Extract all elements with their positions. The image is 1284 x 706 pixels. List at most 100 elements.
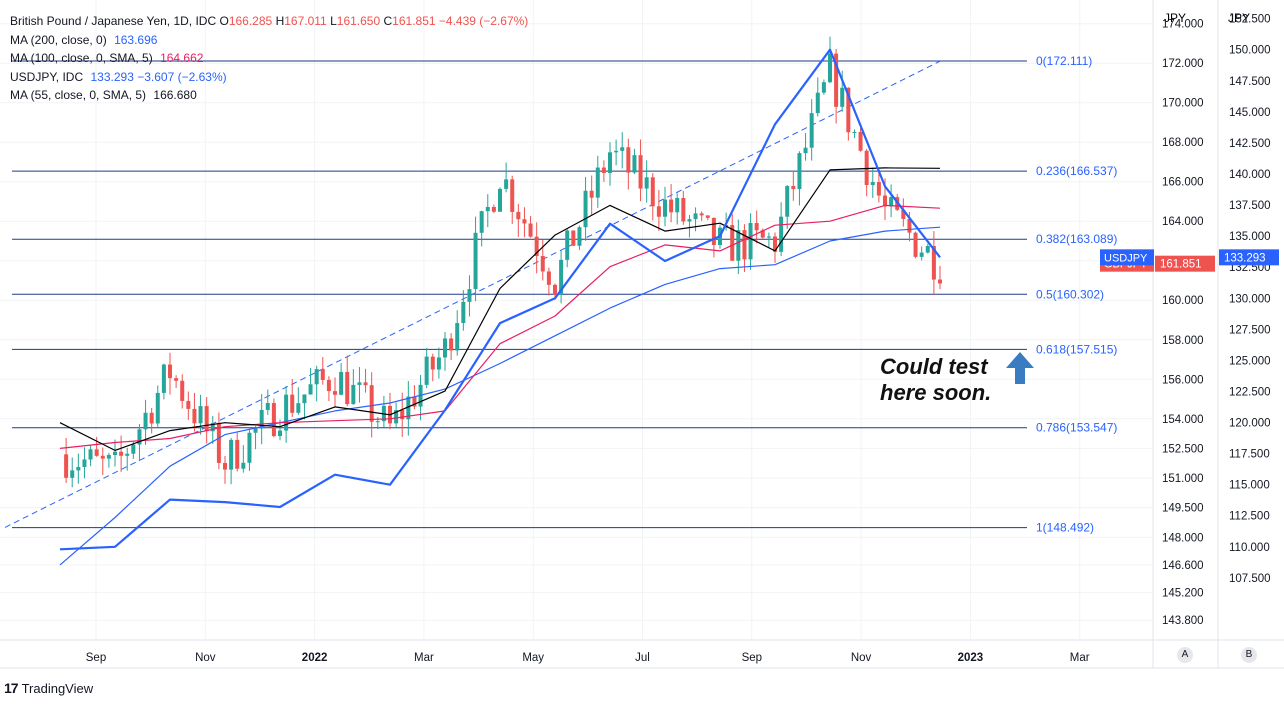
change-value: −4.439 (−2.67%) [438, 14, 529, 28]
candle-body [76, 467, 81, 471]
time-axis: Sep Nov 2022 Mar May Jul Sep Nov 2023 Mar [86, 652, 1090, 664]
fib-level-label: 0(172.111) [1036, 54, 1092, 68]
candle-body [326, 379, 331, 392]
legend-ma55[interactable]: MA (55, close, 0, SMA, 5) 166.680 [10, 86, 528, 105]
candle-body [742, 230, 747, 260]
candle-body [186, 400, 191, 409]
candle-body [669, 199, 674, 213]
high-label: H [275, 14, 285, 28]
right-axis-tick-label: 147.500 [1229, 76, 1271, 88]
left-axis-tick-label: 158.000 [1162, 335, 1204, 347]
usdjpy-line [59, 48, 941, 551]
candle-body [241, 462, 246, 469]
right-axis-tick-label: 125.000 [1229, 355, 1271, 367]
candle-body [216, 422, 221, 463]
chart-legend: British Pound / Japanese Yen, 1D, IDC O1… [10, 12, 528, 105]
candle-body [852, 131, 857, 133]
candle-body [479, 211, 484, 233]
left-axis-tick-label: 143.800 [1162, 615, 1204, 627]
candle-body [106, 455, 111, 459]
candle-body [461, 301, 466, 324]
ma100-value: 164.662 [160, 51, 204, 65]
candle-body [424, 356, 429, 385]
candle-body [131, 444, 136, 454]
ma200-value: 163.696 [114, 32, 158, 47]
candle-body [534, 236, 539, 257]
candle-body [467, 289, 472, 302]
candle-body [143, 412, 148, 430]
scale-b-button[interactable]: B [1241, 647, 1257, 663]
candle-body [223, 462, 227, 470]
fib-level-label: 0.786(153.547) [1036, 421, 1117, 435]
candle-body [938, 279, 942, 284]
candle-body [809, 113, 814, 148]
candle-body [693, 213, 698, 220]
candle-body [828, 53, 832, 83]
candle-body [785, 186, 790, 217]
candle-body [614, 150, 619, 153]
candle-body [870, 182, 875, 186]
candle-body [650, 177, 655, 207]
candle-body [247, 432, 252, 463]
right-axis-tick-label: 122.500 [1229, 386, 1271, 398]
time-axis-tick-label: Mar [1070, 652, 1090, 664]
close-label: C [383, 14, 393, 28]
left-axis-tick-label: 156.000 [1162, 374, 1204, 386]
tradingview-logo[interactable]: 17 TradingView [4, 680, 93, 696]
right-axis-unit: JPY [1228, 11, 1250, 25]
candle-body [455, 323, 460, 351]
candle-body [149, 412, 154, 424]
candle-body [94, 449, 99, 456]
candle-body [699, 213, 704, 216]
candle-body [400, 410, 405, 420]
candle-body [155, 392, 160, 424]
ma55-label: MA (55, close, 0, SMA, 5) [10, 88, 147, 102]
ma100-label: MA (100, close, 0, SMA, 5) [10, 51, 153, 65]
candle-body [375, 421, 380, 423]
candle-body [766, 236, 771, 238]
legend-main[interactable]: British Pound / Japanese Yen, 1D, IDC O1… [10, 12, 528, 31]
candle-body [351, 384, 356, 405]
candle-body [779, 216, 784, 252]
candle-body [491, 206, 496, 212]
candle-body [840, 87, 845, 107]
auto-scale-button[interactable]: A [1177, 647, 1193, 663]
candle-body [504, 179, 509, 189]
candle-body [846, 87, 851, 133]
fib-level-label: 1(148.492) [1036, 521, 1094, 535]
candle-body [119, 451, 124, 456]
right-axis-tick-label: 135.000 [1229, 231, 1271, 243]
legend-ma100[interactable]: MA (100, close, 0, SMA, 5) 164.662 [10, 49, 528, 68]
right-price-axis: 152.500 150.000 147.500 145.000 142.500 140.0… [1229, 14, 1271, 585]
usdjpy-price-tag-value: 133.293 [1224, 252, 1266, 264]
candle-body [314, 369, 319, 385]
candle-body [797, 153, 802, 190]
candle-body [553, 284, 557, 295]
candle-body [161, 364, 166, 393]
candle-body [730, 225, 735, 261]
candle-body [473, 232, 478, 290]
ma55-line [59, 167, 941, 451]
candle-body [180, 380, 185, 401]
legend-ma200[interactable]: MA (200, close, 0) 163.696 [10, 31, 528, 50]
candle-body [394, 410, 399, 424]
right-axis-tick-label: 130.000 [1229, 293, 1271, 305]
legend-usdjpy[interactable]: USDJPY, IDC 133.293 −3.607 (−2.63%) [10, 68, 528, 87]
candles [64, 36, 942, 488]
candle-body [278, 430, 282, 437]
candle-body [296, 403, 301, 413]
left-axis-tick-label: 152.500 [1162, 443, 1204, 455]
candle-body [876, 182, 881, 196]
left-axis-tick-label: 166.000 [1162, 177, 1204, 189]
usdjpy-change: −3.607 (−2.63%) [137, 69, 227, 84]
candle-body [290, 394, 295, 413]
candle-body [70, 470, 75, 478]
candle-body [100, 455, 105, 459]
time-axis-tick-label: Mar [414, 652, 434, 664]
right-axis-tick-label: 117.500 [1229, 449, 1270, 461]
candle-body [357, 382, 362, 385]
right-axis-tick-label: 140.000 [1229, 169, 1271, 181]
candle-body [522, 219, 527, 224]
